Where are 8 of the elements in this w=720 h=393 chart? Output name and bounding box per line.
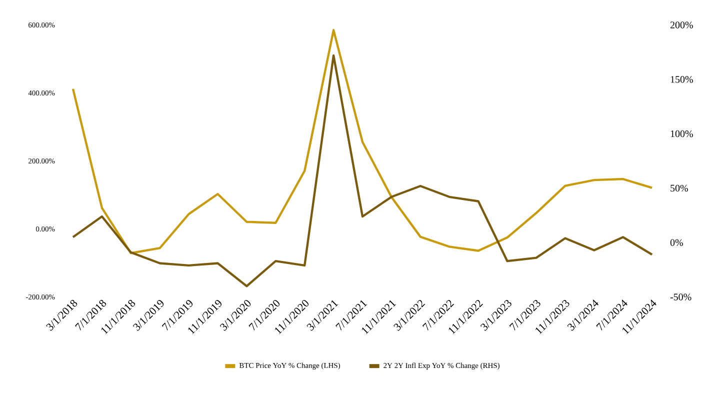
y2-tick-label: 100% (670, 130, 693, 138)
y2-tick-label: 200% (670, 22, 693, 28)
y2-tick-label: -50% (670, 294, 692, 300)
y2-tick-label: 150% (670, 76, 693, 83)
line-series (72, 54, 654, 288)
y2-tick-label: 50% (670, 184, 688, 192)
y2-tick-label: 0% (670, 239, 683, 246)
line-series (72, 29, 654, 254)
